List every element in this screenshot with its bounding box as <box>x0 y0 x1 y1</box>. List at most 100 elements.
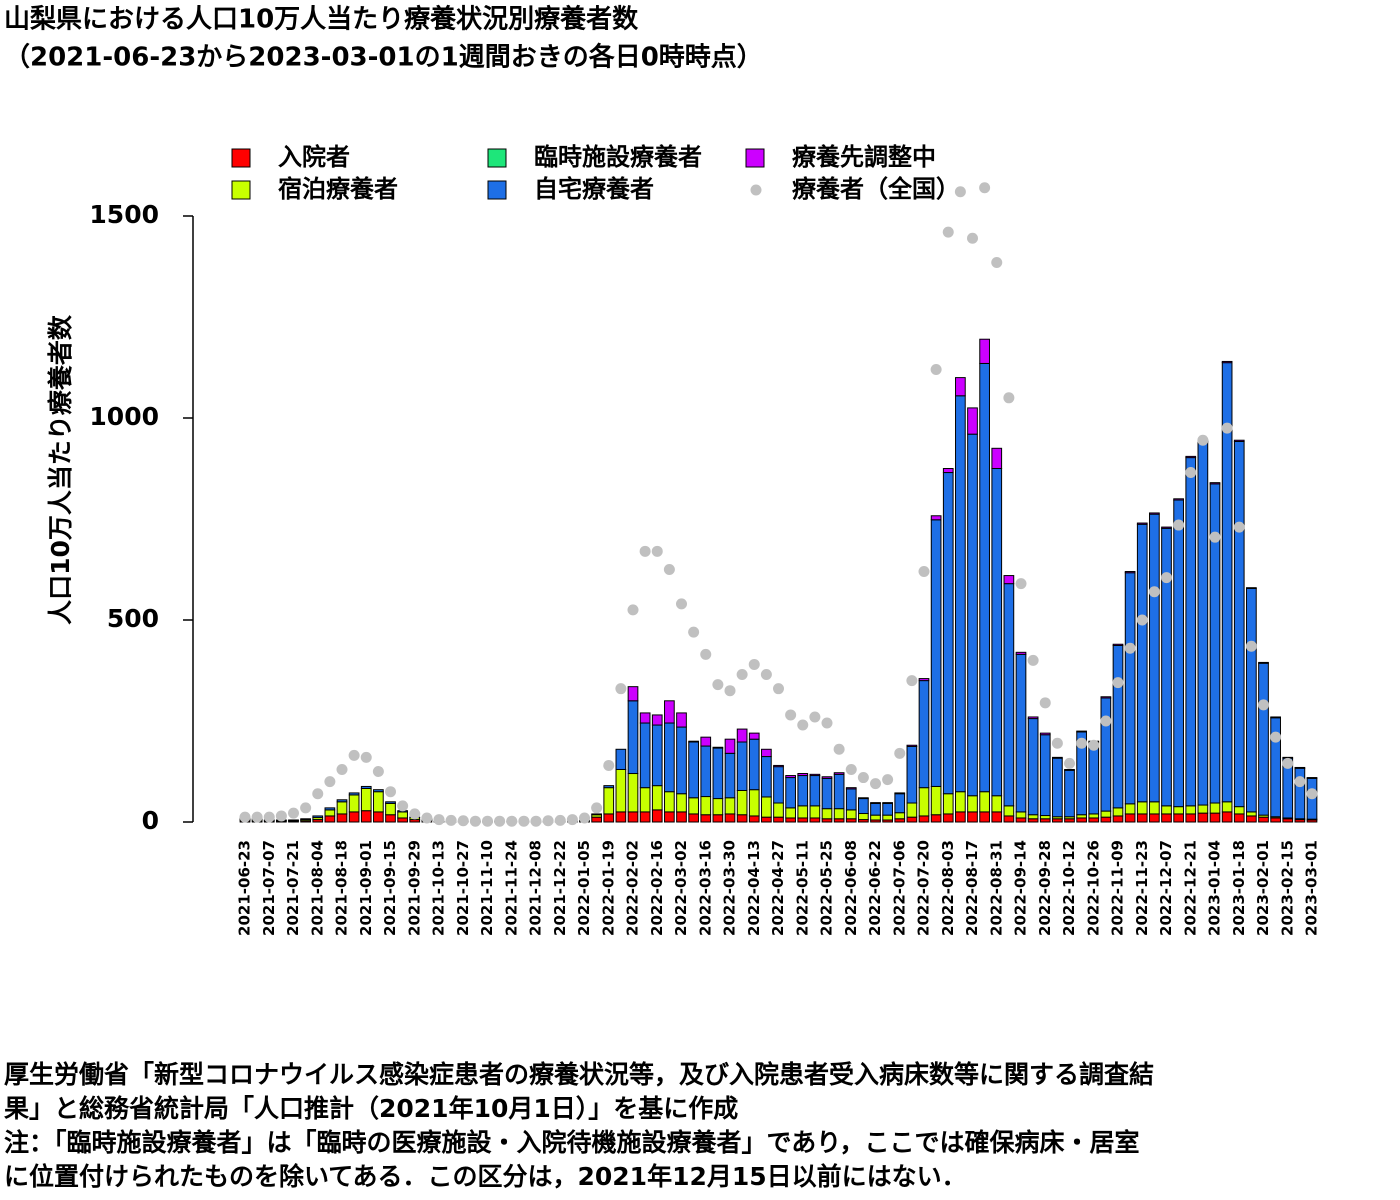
bar-segment <box>797 805 809 819</box>
point <box>566 814 578 826</box>
x-tick-label: 2022-11-23 <box>1133 840 1151 936</box>
point <box>979 182 991 194</box>
x-tick-label: 2021-08-18 <box>333 840 351 936</box>
bar-segment <box>761 816 772 823</box>
bar-segment <box>930 515 942 521</box>
point <box>506 815 518 827</box>
bar-segment <box>712 814 724 823</box>
bar-segment <box>651 724 663 787</box>
point <box>724 685 736 697</box>
bar-segment <box>1039 734 1051 817</box>
bar-segment <box>348 792 360 796</box>
point <box>482 815 493 827</box>
bar-segment <box>918 678 930 682</box>
bar-segment <box>1039 732 1051 736</box>
bar-segment <box>1136 801 1148 815</box>
point <box>1185 467 1197 479</box>
bar-segment <box>1064 768 1075 771</box>
point <box>300 802 312 814</box>
x-tick-label: 2022-05-11 <box>793 840 811 936</box>
bar-segment <box>955 395 966 793</box>
bar-segment <box>809 775 821 807</box>
point <box>1039 697 1051 709</box>
x-tick-label: 2022-03-02 <box>672 840 690 936</box>
bar-segment <box>955 791 966 813</box>
bar-segment <box>748 789 760 817</box>
point <box>1258 699 1269 711</box>
bar-segment <box>736 741 748 791</box>
legend-swatch <box>487 180 507 200</box>
bar-segment <box>1185 457 1197 807</box>
bar-segment <box>385 814 396 823</box>
bar-segment <box>979 811 990 823</box>
bar-segment <box>1100 816 1112 823</box>
bar-segment <box>942 813 954 823</box>
bar-segment <box>651 785 663 811</box>
x-tick-label: 2021-07-21 <box>284 840 302 936</box>
legend-label: 宿泊療養者 <box>278 175 398 203</box>
bar-segment <box>1149 801 1160 815</box>
bar-segment <box>324 809 336 817</box>
bar-segment <box>1233 440 1245 808</box>
point <box>627 604 639 616</box>
bar-segment <box>1221 801 1233 813</box>
bar-segment <box>336 813 348 823</box>
legend-label: 療養者（全国） <box>792 175 960 203</box>
point <box>1027 654 1039 666</box>
bar-segment <box>688 797 699 815</box>
bar-segment <box>724 752 736 799</box>
bar-segment <box>761 748 772 758</box>
x-tick-label: 2022-10-26 <box>1084 840 1102 936</box>
x-tick-label: 2021-12-22 <box>551 840 569 936</box>
bar-segment <box>615 811 627 823</box>
bar-segment <box>809 805 821 819</box>
point <box>1148 586 1160 598</box>
bar-segment <box>312 815 324 819</box>
point <box>918 566 930 578</box>
point <box>372 766 384 777</box>
bar-segment <box>821 808 833 820</box>
bar-segment <box>1294 767 1306 820</box>
bar-segment <box>385 801 396 804</box>
bar-segment <box>821 777 833 810</box>
legend-swatch <box>487 148 507 168</box>
x-tick-label: 2021-06-23 <box>236 840 254 936</box>
point <box>833 743 845 755</box>
bar-segment <box>627 686 639 702</box>
x-tick-label: 2021-09-01 <box>357 840 375 936</box>
bar-segment <box>1112 644 1124 809</box>
bar-segment <box>894 812 906 820</box>
bar-segment <box>918 680 930 789</box>
bar-segment <box>967 795 978 813</box>
point <box>797 719 809 731</box>
chart-title: 山梨県における人口10万人当たり療養状況別療養者数 <box>4 5 639 35</box>
point <box>1076 737 1088 749</box>
bar-segment <box>664 722 675 793</box>
point <box>518 815 530 827</box>
point <box>845 763 857 775</box>
bar-segment <box>664 700 675 724</box>
bar-segment <box>894 793 906 814</box>
bar-segment <box>724 738 736 754</box>
bar-segment <box>1052 757 1063 818</box>
point <box>930 364 942 376</box>
bar-segment <box>1052 756 1063 759</box>
bar-segment <box>360 785 372 789</box>
bar-segment <box>360 810 372 823</box>
bar-segment <box>870 802 881 804</box>
point <box>906 675 918 687</box>
bar-segment <box>639 722 651 789</box>
bar-segment <box>1136 522 1148 525</box>
point <box>397 800 409 812</box>
y-tick-label: 1500 <box>89 200 159 229</box>
bar-segment <box>651 714 663 726</box>
y-tick-label: 500 <box>107 604 159 633</box>
bar-segment <box>942 793 954 815</box>
point <box>748 658 760 670</box>
bar-segment <box>736 728 748 743</box>
bar-segment <box>1173 498 1184 501</box>
point <box>433 814 445 826</box>
bar-segment <box>785 807 796 819</box>
bar-segment <box>1100 810 1112 818</box>
point <box>348 749 360 761</box>
